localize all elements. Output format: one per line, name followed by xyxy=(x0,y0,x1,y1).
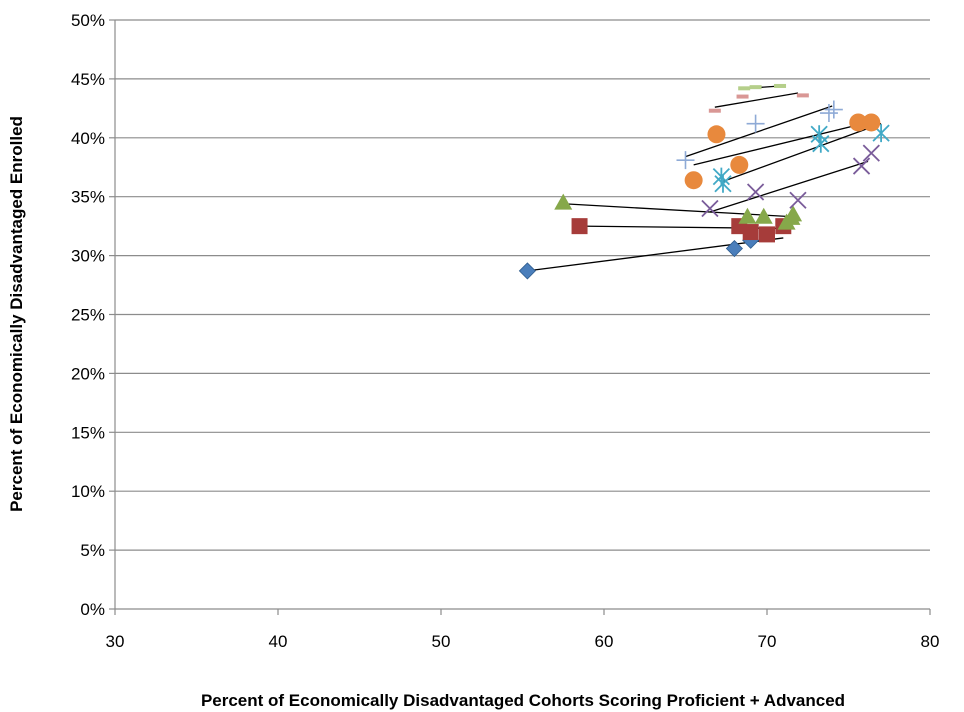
data-point xyxy=(738,207,757,224)
data-point xyxy=(784,205,803,222)
y-tick-label: 25% xyxy=(71,306,105,325)
gridlines xyxy=(115,19,930,551)
x-tick-label: 40 xyxy=(269,632,288,651)
data-point xyxy=(571,218,588,235)
data-point xyxy=(746,183,765,201)
y-tick-label: 15% xyxy=(71,423,105,442)
trendline xyxy=(714,92,799,108)
data-point xyxy=(862,113,881,132)
y-tick-label: 20% xyxy=(71,364,105,383)
data-point xyxy=(862,144,880,162)
y-tick-label: 45% xyxy=(71,70,105,89)
data-point xyxy=(707,125,726,144)
x-tick-label: 70 xyxy=(758,632,777,651)
data-point xyxy=(738,86,751,91)
x-axis-title: Percent of Economically Disadvantaged Co… xyxy=(201,691,845,710)
tick-labels: 0% 5% 10% 15% 20% 25% 30% 35% 40% 45% 50% 30 40 50 60 7… xyxy=(71,11,939,651)
y-tick-label: 50% xyxy=(71,11,105,30)
data-point xyxy=(812,134,830,153)
trendline xyxy=(527,237,784,272)
x-tick-label: 30 xyxy=(106,632,125,651)
trendline xyxy=(709,160,869,213)
y-tick-label: 10% xyxy=(71,482,105,501)
data-point xyxy=(708,108,721,113)
data-point xyxy=(746,114,765,133)
axes xyxy=(109,19,931,615)
data-point xyxy=(759,226,775,243)
data-point xyxy=(754,207,773,224)
data-point xyxy=(849,113,868,132)
trendline xyxy=(722,123,882,182)
data-point xyxy=(824,100,843,119)
y-tick-label: 35% xyxy=(71,188,105,207)
trendline xyxy=(563,203,794,218)
data-point xyxy=(749,85,762,90)
data-point xyxy=(725,239,743,258)
y-tick-label: 5% xyxy=(80,541,105,560)
x-tick-label: 80 xyxy=(921,632,940,651)
data-point xyxy=(796,93,809,98)
data-point xyxy=(714,174,732,193)
data-point xyxy=(819,104,838,123)
data-points xyxy=(518,83,890,280)
data-point xyxy=(789,191,807,209)
data-point xyxy=(774,83,787,88)
y-tick-label: 40% xyxy=(71,129,105,148)
trendline xyxy=(685,105,833,158)
trendline xyxy=(693,120,874,166)
data-point xyxy=(742,224,759,241)
data-point xyxy=(736,94,749,99)
y-tick-label: 30% xyxy=(71,247,105,266)
data-point xyxy=(730,155,749,174)
y-axis-title: Percent of Economically Disadvantaged En… xyxy=(7,116,26,512)
data-point xyxy=(701,199,719,218)
x-tick-label: 50 xyxy=(432,632,451,651)
data-point xyxy=(518,262,536,280)
x-tick-label: 60 xyxy=(595,632,614,651)
data-point xyxy=(676,151,695,170)
data-point xyxy=(554,193,573,210)
y-tick-label: 0% xyxy=(80,600,105,619)
data-point xyxy=(684,171,703,190)
data-point xyxy=(852,157,871,175)
